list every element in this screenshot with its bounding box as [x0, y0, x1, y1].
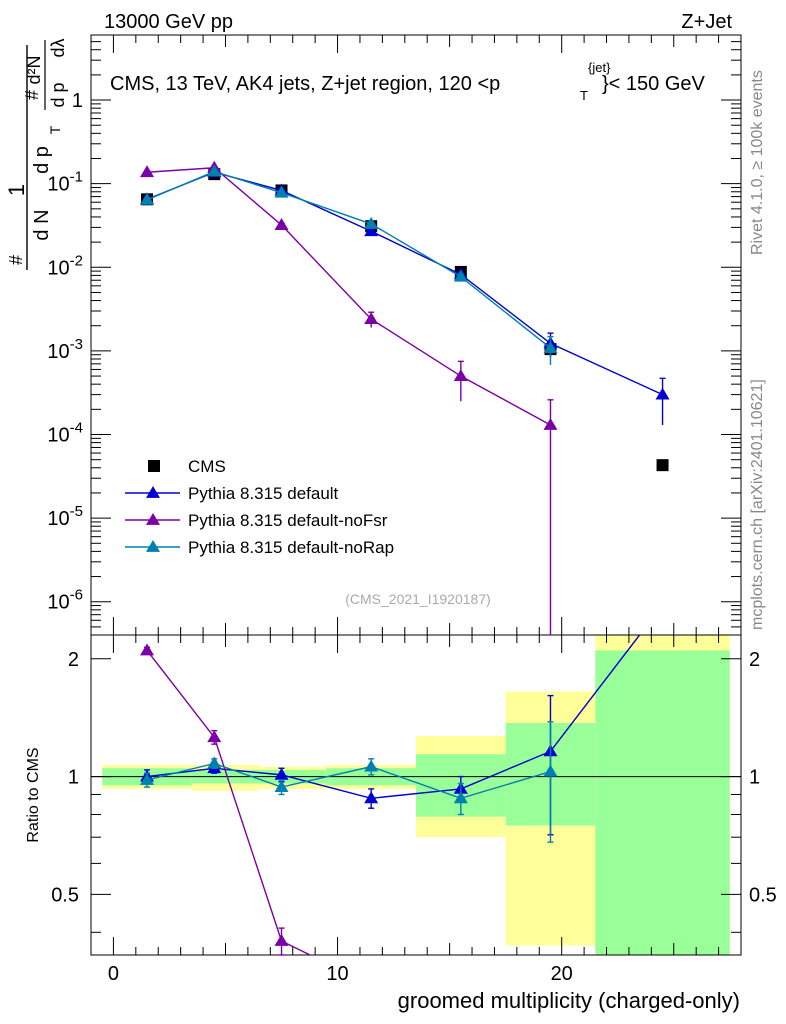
main-series-marker — [453, 369, 468, 381]
main-y-tick-label: 10-1 — [47, 169, 83, 196]
legend-label: Pythia 8.315 default — [188, 484, 339, 503]
ratio-uncertainty-bands — [91, 635, 741, 955]
ratio-y-tick-label-right: 1 — [749, 767, 760, 789]
ratio-series-line — [146, 762, 551, 800]
rivet-version-text: Rivet 4.1.0, ≥ 100k events — [749, 70, 766, 255]
legend-marker-cms — [148, 460, 160, 472]
main-y-tick-label: 10-4 — [47, 420, 83, 447]
main-y-tick-label: 10-5 — [47, 503, 83, 530]
plot-title: CMS, 13 TeV, AK4 jets, Z+jet region, 120… — [110, 60, 706, 103]
main-series-marker — [207, 164, 222, 177]
main-series-line — [146, 170, 551, 349]
main-series-line — [146, 167, 551, 426]
ylabel-T: T — [47, 125, 63, 134]
ratio-y-axis-label: Ratio to CMS — [25, 747, 42, 842]
ratio-series-marker — [274, 780, 289, 792]
ylabel-dl: dλ — [48, 38, 68, 57]
ratio-y-tick-label-right: 0.5 — [749, 884, 777, 906]
main-y-axis-label: 1 d N # d p T # d²N d p dλ — [4, 38, 68, 270]
ylabel-dN: d N — [31, 209, 53, 240]
main-y-tick-label: 10-6 — [47, 587, 83, 614]
main-series-marker — [364, 224, 379, 237]
main-series-marker — [140, 192, 155, 205]
main-plot-series — [140, 160, 670, 635]
legend-label: Pythia 8.315 default-noFsr — [188, 511, 388, 530]
ratio-y-tick-label-right: 2 — [749, 649, 760, 671]
ratio-series-marker — [140, 643, 155, 656]
ratio-y-tick-label: 0.5 — [51, 884, 79, 906]
main-series-marker — [543, 341, 558, 354]
legend-marker-triangle — [146, 486, 160, 498]
x-axis-label: groomed multiplicity (charged-only) — [398, 988, 740, 1013]
ratio-series-marker — [207, 730, 222, 743]
header-left: 13000 GeV pp — [104, 11, 233, 33]
main-series-marker — [274, 218, 289, 230]
band-green — [595, 650, 730, 955]
x-tick-label: 10 — [326, 963, 348, 985]
main-y-tick-label: 10-2 — [47, 252, 83, 279]
cms-data-point — [656, 459, 669, 472]
legend: CMS Pythia 8.315 default Pythia 8.315 defa… — [125, 457, 394, 557]
x-tick-label: 0 — [108, 963, 119, 985]
ratio-plot-frame — [90, 634, 742, 956]
ylabel-dpt: d p — [31, 146, 53, 174]
mcplots-text: mcplots.cern.ch [arXiv:2401.10621] — [749, 379, 766, 630]
ylabel-hash-b: # — [22, 90, 42, 100]
header-right: Z+Jet — [681, 11, 732, 33]
axis-ticks: 110-110-210-310-410-510-60.5 0.51 12 20 10 20 — [47, 34, 777, 985]
legend-marker-triangle — [146, 540, 160, 552]
ratio-y-tick-label: 2 — [68, 649, 79, 671]
ratio-y-tick-label: 1 — [68, 767, 79, 789]
plot-title-tail: }< 150 GeV — [602, 73, 706, 95]
x-tick-label: 20 — [551, 963, 573, 985]
plot-title-sup: {jet} — [588, 60, 611, 75]
main-series-marker — [655, 387, 670, 400]
main-series-marker — [364, 216, 379, 229]
legend-label: CMS — [188, 457, 226, 476]
main-series-marker — [274, 185, 289, 198]
ratio-plot-series — [140, 635, 641, 956]
main-series-marker — [140, 165, 155, 178]
main-series-marker — [364, 312, 379, 325]
ratio-series-marker — [274, 934, 289, 946]
ratio-series-marker — [543, 764, 558, 777]
ratio-series-marker — [364, 759, 379, 772]
main-series-marker — [543, 417, 558, 430]
plot-title-main: CMS, 13 TeV, AK4 jets, Z+jet region, 120… — [110, 73, 500, 95]
ratio-series-marker — [207, 756, 222, 769]
main-series-marker — [453, 269, 468, 282]
ylabel-one: 1 — [4, 184, 29, 196]
ylabel-d2N: d²N — [24, 55, 44, 84]
ylabel-hash-a: # — [6, 255, 26, 265]
ratio-series-marker — [140, 772, 155, 785]
main-y-tick-label: 10-3 — [47, 336, 83, 363]
main-y-tick-label: 1 — [72, 90, 83, 112]
legend-marker-triangle — [146, 513, 160, 525]
plot-title-sub: T — [580, 88, 588, 103]
ratio-series-marker — [364, 791, 379, 804]
ylabel-dptdl: d p — [48, 82, 68, 107]
analysis-watermark: (CMS_2021_I1920187) — [345, 591, 491, 607]
legend-label: Pythia 8.315 default-noRap — [188, 538, 394, 557]
ratio-series-marker — [274, 767, 289, 780]
main-series-line — [146, 171, 663, 396]
ratio-series-marker — [453, 791, 468, 804]
ratio-series-line — [146, 650, 312, 955]
